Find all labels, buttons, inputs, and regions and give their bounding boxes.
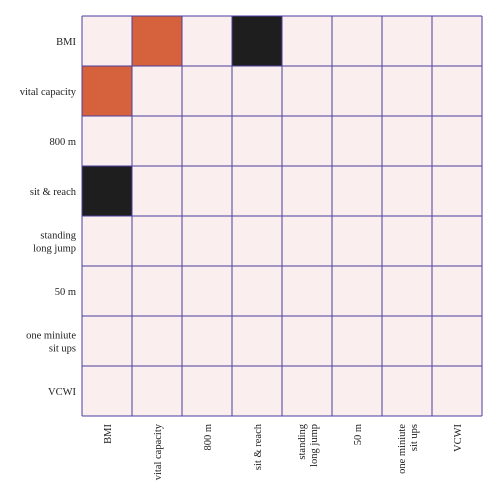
heatmap-cell-r7-c0 <box>82 366 132 416</box>
heatmap-cell-r0-c1 <box>132 16 182 66</box>
heatmap-cell-r0-c4 <box>282 16 332 66</box>
column-tick-label: vital capacity <box>153 423 164 480</box>
heatmap-cell-r5-c7 <box>432 266 482 316</box>
column-tick-label: 800 m <box>203 424 214 451</box>
heatmap-cell-r2-c1 <box>132 116 182 166</box>
heatmap-cell-r1-c4 <box>282 66 332 116</box>
heatmap-cell-r0-c2 <box>182 16 232 66</box>
heatmap-cell-r3-c7 <box>432 166 482 216</box>
heatmap-cell-r4-c4 <box>282 216 332 266</box>
heatmap-cell-r5-c3 <box>232 266 282 316</box>
heatmap-cell-r7-c6 <box>382 366 432 416</box>
heatmap-cell-r4-c1 <box>132 216 182 266</box>
heatmap-cell-r4-c6 <box>382 216 432 266</box>
heatmap-cell-r1-c7 <box>432 66 482 116</box>
heatmap-cell-r3-c1 <box>132 166 182 216</box>
heatmap-grid <box>81 15 483 417</box>
heatmap-cell-r3-c4 <box>282 166 332 216</box>
heatmap-cell-r1-c3 <box>232 66 282 116</box>
column-tick-label: one miniutesit ups <box>397 424 420 474</box>
heatmap-cell-r2-c2 <box>182 116 232 166</box>
heatmap-cell-r5-c1 <box>132 266 182 316</box>
row-tick-label: 800 m <box>49 137 76 148</box>
heatmap-cell-r5-c5 <box>332 266 382 316</box>
heatmap-cell-r1-c2 <box>182 66 232 116</box>
heatmap-cell-r5-c2 <box>182 266 232 316</box>
heatmap-cell-r2-c6 <box>382 116 432 166</box>
heatmap-cell-r6-c2 <box>182 316 232 366</box>
heatmap-cell-r7-c2 <box>182 366 232 416</box>
heatmap-cell-r6-c5 <box>332 316 382 366</box>
heatmap-cell-r1-c6 <box>382 66 432 116</box>
row-tick-label: 50 m <box>55 287 76 298</box>
heatmap-cell-r6-c4 <box>282 316 332 366</box>
column-tick-label: 50 m <box>353 424 364 445</box>
column-tick-label: sit & reach <box>253 423 264 470</box>
heatmap-cell-r6-c1 <box>132 316 182 366</box>
heatmap-cell-r3-c6 <box>382 166 432 216</box>
heatmap-cells <box>82 16 482 416</box>
heatmap-cell-r1-c5 <box>332 66 382 116</box>
heatmap-cell-r6-c6 <box>382 316 432 366</box>
row-tick-label: vital capacity <box>20 87 77 98</box>
heatmap-cell-r5-c6 <box>382 266 432 316</box>
heatmap-cell-r2-c0 <box>82 116 132 166</box>
heatmap-cell-r2-c5 <box>332 116 382 166</box>
column-tick-label: standinglong jump <box>297 423 320 467</box>
heatmap-cell-r4-c5 <box>332 216 382 266</box>
heatmap-cell-r0-c6 <box>382 16 432 66</box>
heatmap-cell-r4-c3 <box>232 216 282 266</box>
heatmap-cell-r0-c0 <box>82 16 132 66</box>
row-tick-label: BMI <box>56 37 76 48</box>
heatmap-cell-r6-c3 <box>232 316 282 366</box>
heatmap-cell-r2-c3 <box>232 116 282 166</box>
heatmap-cell-r7-c7 <box>432 366 482 416</box>
heatmap-cell-r3-c3 <box>232 166 282 216</box>
heatmap-cell-r4-c2 <box>182 216 232 266</box>
row-tick-label: standing long jump <box>33 231 77 255</box>
heatmap-cell-r4-c7 <box>432 216 482 266</box>
row-labels: BMI vital capacity 800 m sit & reach standin… <box>20 37 77 398</box>
heatmap-cell-r0-c7 <box>432 16 482 66</box>
column-labels: BMI vital capacity 800 m sit & reach standin… <box>103 423 464 480</box>
row-tick-label: sit & reach <box>30 187 77 198</box>
heatmap-cell-r7-c1 <box>132 366 182 416</box>
heatmap-cell-r1-c0 <box>82 66 132 116</box>
heatmap-cell-r2-c7 <box>432 116 482 166</box>
heatmap-cell-r6-c7 <box>432 316 482 366</box>
heatmap-cell-r7-c4 <box>282 366 332 416</box>
column-tick-label: VCWI <box>453 424 464 452</box>
heatmap-cell-r5-c4 <box>282 266 332 316</box>
heatmap-cell-r3-c5 <box>332 166 382 216</box>
heatmap-cell-r3-c0 <box>82 166 132 216</box>
heatmap-cell-r4-c0 <box>82 216 132 266</box>
column-tick-label: BMI <box>103 424 114 444</box>
row-tick-label: VCWI <box>48 387 76 398</box>
heatmap-cell-r2-c4 <box>282 116 332 166</box>
heatmap-cell-r0-c3 <box>232 16 282 66</box>
heatmap-cell-r5-c0 <box>82 266 132 316</box>
heatmap-cell-r7-c3 <box>232 366 282 416</box>
heatmap-cell-r3-c2 <box>182 166 232 216</box>
heatmap-cell-r7-c5 <box>332 366 382 416</box>
heatmap-cell-r0-c5 <box>332 16 382 66</box>
heatmap-cell-r6-c0 <box>82 316 132 366</box>
row-tick-label: one miniute sit ups <box>26 331 76 355</box>
heatmap-cell-r1-c1 <box>132 66 182 116</box>
